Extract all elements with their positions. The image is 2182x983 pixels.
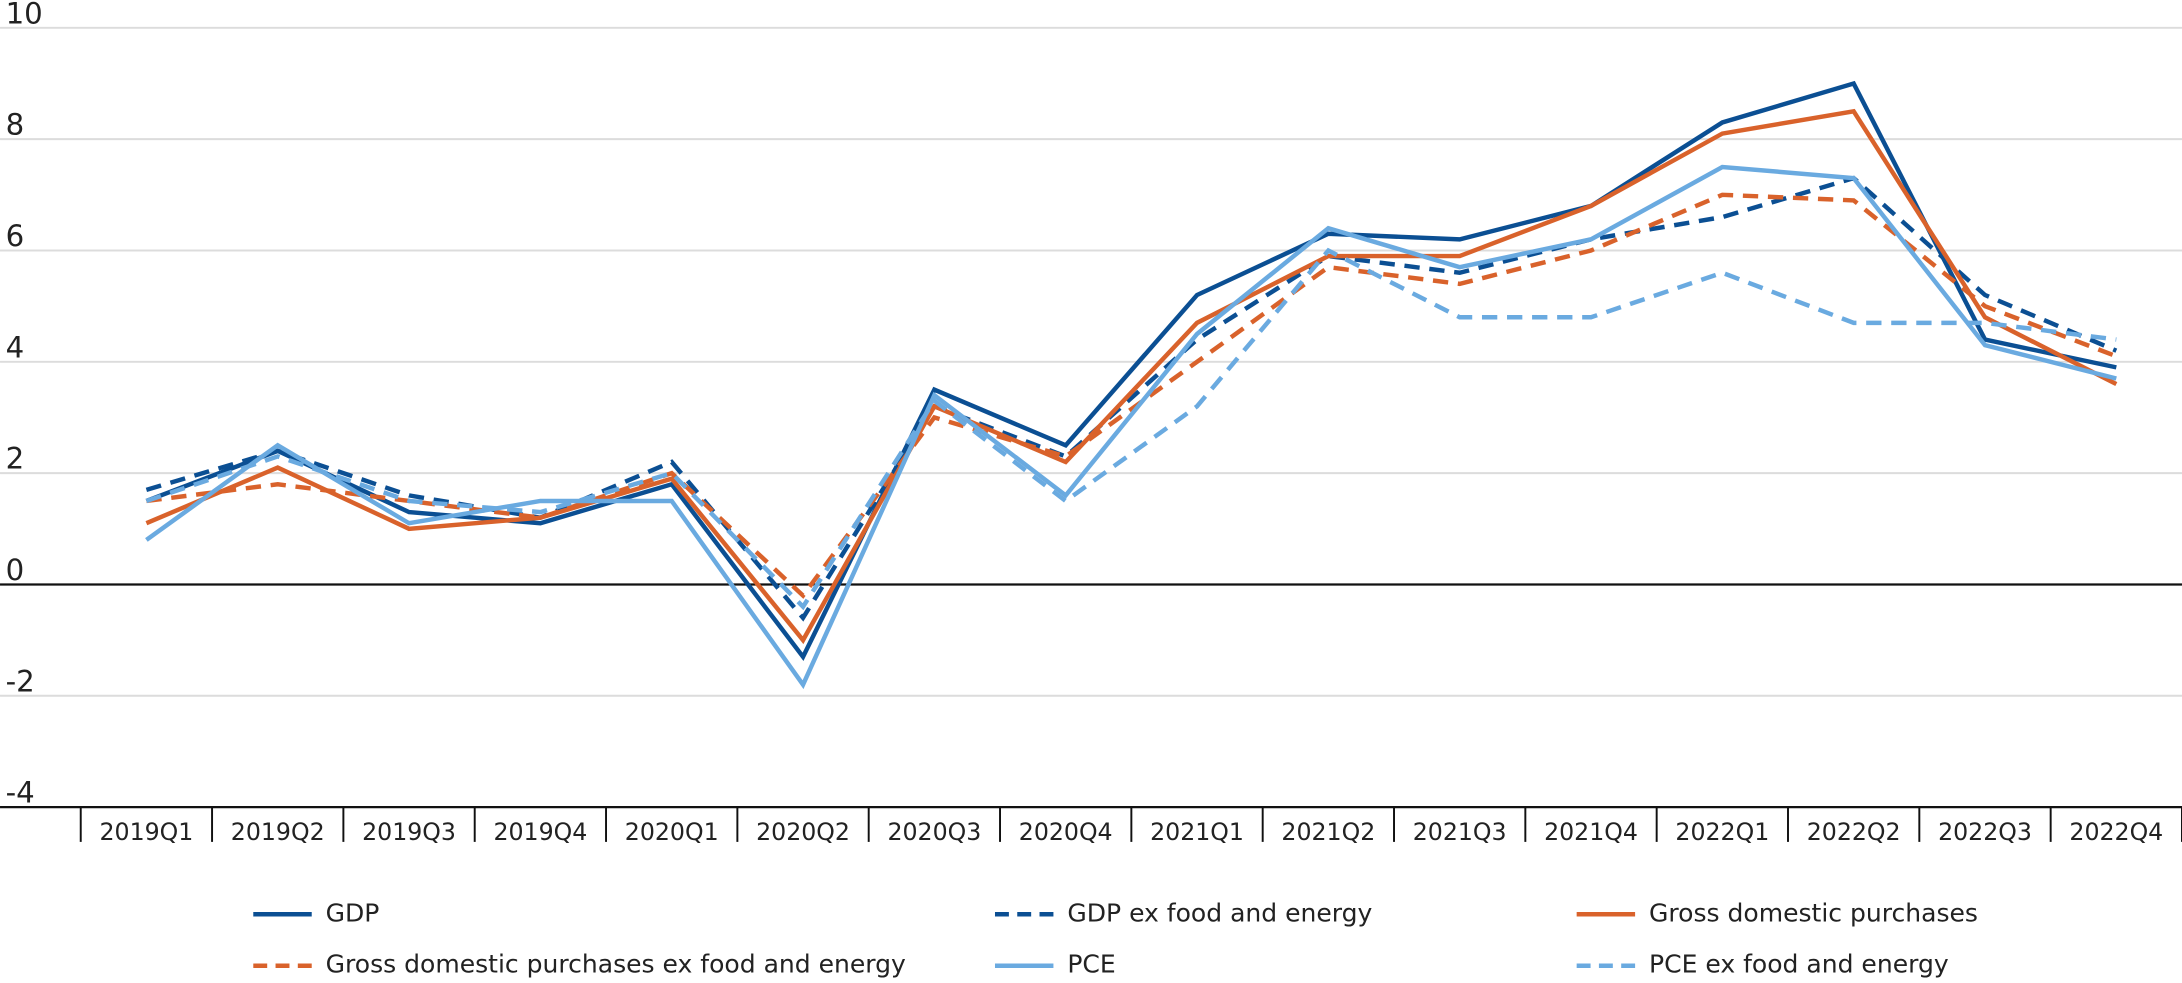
x-tick-label: 2020Q2 — [756, 818, 850, 846]
x-tick-label: 2022Q1 — [1675, 818, 1769, 846]
legend-label: PCE ex food and energy — [1649, 950, 1949, 979]
x-tick-label: 2019Q4 — [493, 818, 587, 846]
y-tick-label: -4 — [6, 776, 35, 810]
y-tick-label: 0 — [6, 553, 25, 587]
series-line — [145, 175, 2118, 622]
series-line — [145, 247, 2117, 611]
x-tick-label: 2019Q1 — [99, 818, 193, 846]
series-line — [145, 164, 2117, 690]
x-tick-label: 2021Q2 — [1281, 818, 1375, 846]
x-tick-label: 2020Q3 — [887, 818, 981, 846]
x-tick-label: 2022Q2 — [1807, 818, 1901, 846]
y-tick-label: 10 — [6, 0, 43, 30]
series-line — [146, 192, 2118, 599]
legend-label: Gross domestic purchases — [1649, 898, 1978, 927]
y-tick-label: 6 — [6, 219, 25, 253]
x-tick-label: 2021Q3 — [1413, 818, 1507, 846]
x-tick-label: 2022Q3 — [1938, 818, 2032, 846]
x-tick-label: 2022Q4 — [2069, 818, 2163, 846]
x-tick-label: 2021Q4 — [1544, 818, 1638, 846]
x-tick-label: 2020Q4 — [1019, 818, 1113, 846]
x-tick-label: 2021Q1 — [1150, 818, 1244, 846]
series-line — [145, 80, 2117, 662]
x-tick-label: 2020Q1 — [625, 818, 719, 846]
y-tick-label: -2 — [6, 664, 35, 698]
series-line — [145, 108, 2118, 645]
legend-label: GDP — [326, 898, 380, 927]
legend-label: GDP ex food and energy — [1067, 898, 1372, 927]
legend-label: PCE — [1067, 950, 1115, 979]
legend-label: Gross domestic purchases ex food and ene… — [326, 950, 906, 979]
y-tick-label: 2 — [6, 442, 25, 476]
x-tick-label: 2019Q2 — [231, 818, 325, 846]
x-tick-label: 2019Q3 — [362, 818, 456, 846]
y-tick-label: 8 — [6, 108, 25, 142]
y-tick-label: 4 — [6, 330, 25, 364]
